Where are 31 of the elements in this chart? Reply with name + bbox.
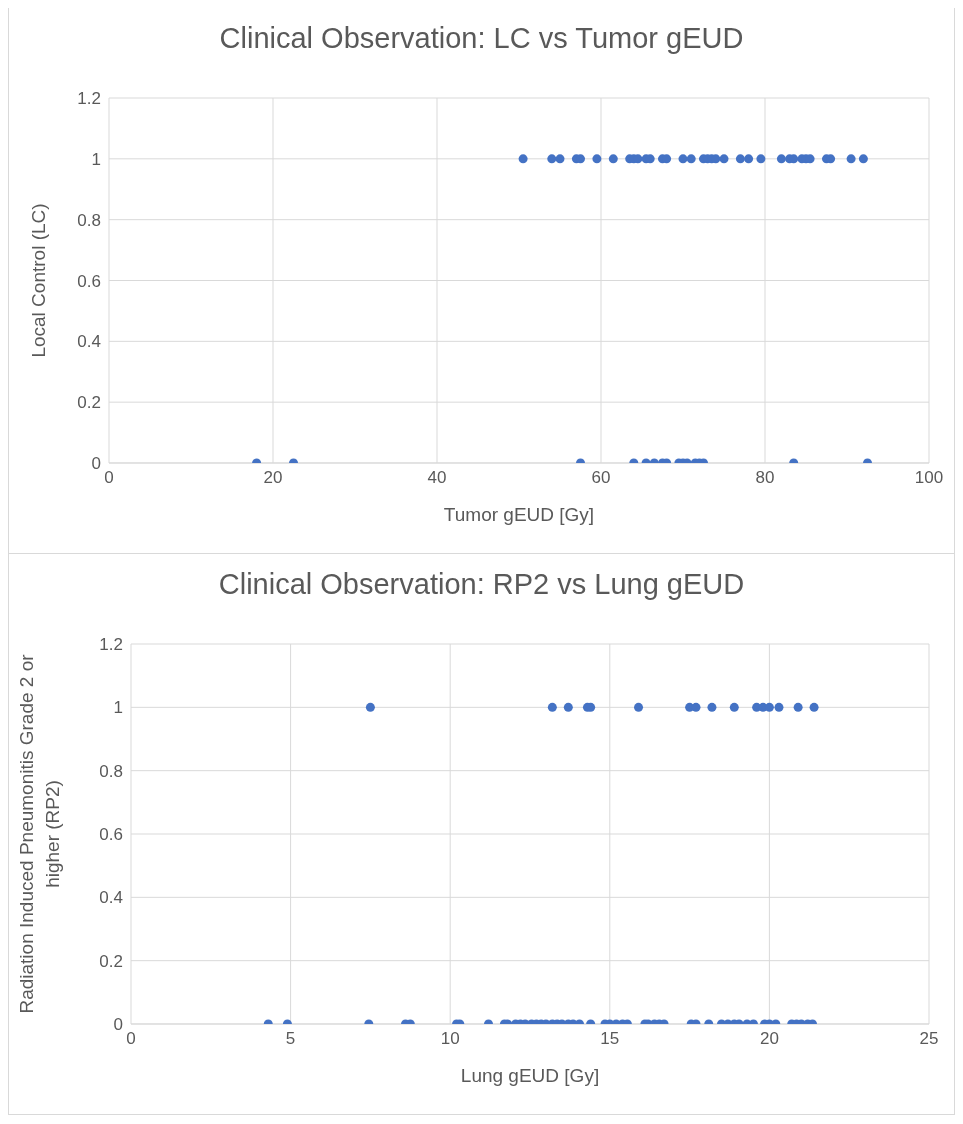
chart-title: Clinical Observation: RP2 vs Lung gEUD bbox=[217, 568, 746, 601]
x-axis-title: Lung gEUD [Gy] bbox=[460, 1065, 600, 1086]
x-tick-label: 15 bbox=[600, 1029, 620, 1049]
y-tick-label: 0 bbox=[91, 454, 101, 474]
y-tick-label: 1 bbox=[113, 698, 123, 718]
x-tick-label: 40 bbox=[427, 468, 447, 488]
x-tick-label: 100 bbox=[914, 468, 944, 488]
y-tick-label: 1 bbox=[91, 149, 101, 169]
y-tick-label: 0.6 bbox=[77, 271, 101, 291]
y-axis-title: Local Control (LC) bbox=[28, 203, 49, 358]
y-tick-label: 0.8 bbox=[77, 210, 101, 230]
y-tick-label: 0.2 bbox=[99, 951, 123, 971]
x-tick-label: 60 bbox=[591, 468, 611, 488]
y-tick-label: 0.4 bbox=[77, 332, 101, 352]
chart-title: Clinical Observation: LC vs Tumor gEUD bbox=[218, 22, 745, 55]
x-axis-title: Tumor gEUD [Gy] bbox=[443, 504, 595, 525]
x-tick-label: 20 bbox=[759, 1029, 779, 1049]
x-tick-label: 5 bbox=[285, 1029, 296, 1049]
y-tick-label: 0 bbox=[113, 1015, 123, 1035]
y-tick-label: 1.2 bbox=[99, 635, 123, 655]
y-tick-label: 0.4 bbox=[99, 888, 123, 908]
x-tick-label: 25 bbox=[919, 1029, 939, 1049]
x-tick-label: 80 bbox=[755, 468, 775, 488]
y-axis-title: Radiation Induced Pneumonitis Grade 2 or higher (RP2) bbox=[16, 653, 63, 1014]
x-tick-label: 10 bbox=[440, 1029, 460, 1049]
y-tick-label: 0.6 bbox=[99, 825, 123, 845]
y-tick-label: 1.2 bbox=[77, 89, 101, 109]
y-tick-label: 0.8 bbox=[99, 761, 123, 781]
y-tick-label: 0.2 bbox=[77, 393, 101, 413]
x-tick-label: 0 bbox=[126, 1029, 136, 1049]
x-tick-label: 20 bbox=[263, 468, 283, 488]
